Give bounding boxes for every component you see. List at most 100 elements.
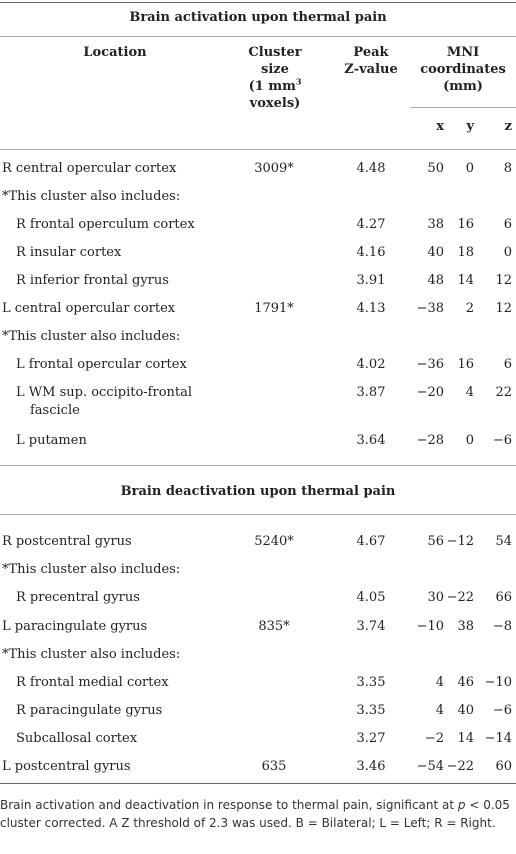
row-location: *This cluster also includes: [2,189,181,204]
row-z: 0 [503,245,512,260]
footnote-text-1: Brain activation and deactivation in res… [0,798,458,812]
header-location: Location [83,45,147,60]
header-cluster-size-line3: voxels) [249,96,301,111]
row-x: −38 [416,301,444,316]
row-x: −36 [416,357,444,372]
row-location: R precentral gyrus [16,590,140,605]
row-y: −12 [446,534,474,549]
header-mni-line3: (mm) [443,79,483,94]
row-y: 16 [457,217,474,232]
row-y: 0 [465,433,474,448]
header-bottom-rule [0,149,516,150]
header-peak-line1: Peak [353,45,389,60]
row-peak-z: 3.27 [356,731,386,746]
mni-subheader-rule [410,107,516,108]
row-location: R paracingulate gyrus [16,703,163,718]
header-mni: MNI coordinates (mm) [410,44,516,95]
footnote-p: p [457,798,466,812]
row-peak-z: 4.13 [356,301,386,316]
row-location: R frontal operculum cortex [16,217,195,232]
row-y: 4 [465,385,474,400]
row-cluster-size: 1791* [254,301,294,316]
row-x: −54 [416,759,444,774]
row-location: L frontal opercular cortex [16,357,187,372]
row-z: −10 [484,675,512,690]
row-location-line2: fascicle [30,403,80,418]
row-peak-z: 4.27 [356,217,386,232]
row-x: −10 [416,619,444,634]
row-x: 30 [427,590,444,605]
row-y: 14 [457,273,474,288]
row-location: L central opercular cortex [2,301,176,316]
row-z: −14 [484,731,512,746]
row-z: 6 [503,357,512,372]
row-y: 14 [457,731,474,746]
row-peak-z: 4.67 [356,534,386,549]
row-x: 56 [427,534,444,549]
row-cluster-size: 835* [258,619,290,634]
row-location: *This cluster also includes: [2,562,181,577]
row-location: L postcentral gyrus [2,759,131,774]
row-peak-z: 3.91 [356,273,386,288]
row-z: 60 [495,759,512,774]
row-cluster-size: 635 [261,759,287,774]
row-y: 18 [457,245,474,260]
header-x: x [436,119,444,134]
row-peak-z: 3.64 [356,433,386,448]
header-cluster-size-line1: Cluster size [248,45,302,77]
row-location: L paracingulate gyrus [2,619,148,634]
header-top-rule [0,36,516,37]
row-z: 54 [495,534,512,549]
row-x: 4 [435,675,444,690]
row-peak-z: 4.16 [356,245,386,260]
table-footnote: Brain activation and deactivation in res… [0,796,512,832]
row-y: 16 [457,357,474,372]
row-z: 66 [495,590,512,605]
row-z: 8 [503,161,512,176]
row-location: L putamen [16,433,87,448]
row-location: Subcallosal cortex [16,731,138,746]
row-location: R postcentral gyrus [2,534,132,549]
header-peak-line2: Z-value [344,62,398,77]
header-cluster-size: Cluster size (1 mm3 voxels) [234,44,316,112]
row-x: 48 [427,273,444,288]
row-x: 40 [427,245,444,260]
row-location: R frontal medial cortex [16,675,169,690]
row-peak-z: 3.35 [356,675,386,690]
row-z: −8 [492,619,512,634]
row-peak-z: 4.02 [356,357,386,372]
header-y: y [466,119,474,134]
row-z: 6 [503,217,512,232]
footnote-text-2: < 0.05 cluster corrected. A Z threshold … [0,798,510,830]
row-x: 4 [435,703,444,718]
row-y: 40 [457,703,474,718]
row-z: −6 [492,703,512,718]
row-y: −22 [446,590,474,605]
row-location: *This cluster also includes: [2,647,181,662]
header-z: z [504,119,512,134]
row-y: −22 [446,759,474,774]
row-z: 22 [495,385,512,400]
row-x: −28 [416,433,444,448]
row-peak-z: 3.35 [356,703,386,718]
row-peak-z: 4.05 [356,590,386,605]
row-location: *This cluster also includes: [2,329,181,344]
row-location: R insular cortex [16,245,122,260]
row-x: 50 [427,161,444,176]
header-mni-line1: MNI [446,45,480,60]
row-z: 12 [495,301,512,316]
row-location: L WM sup. occipito-frontal [16,385,193,400]
header-peak: Peak Z-value [340,44,402,78]
row-x: −20 [416,385,444,400]
header-cluster-size-unit: (1 mm [248,79,296,94]
header-mni-line2: coordinates [420,62,506,77]
row-peak-z: 3.87 [356,385,386,400]
row-cluster-size: 3009* [254,161,294,176]
row-z: −6 [492,433,512,448]
header-cluster-size-line2: (1 mm3 [234,78,316,95]
activation-bottom-rule [0,465,516,466]
table-bottom-rule [0,783,516,784]
row-x: −2 [424,731,444,746]
row-peak-z: 4.48 [356,161,386,176]
